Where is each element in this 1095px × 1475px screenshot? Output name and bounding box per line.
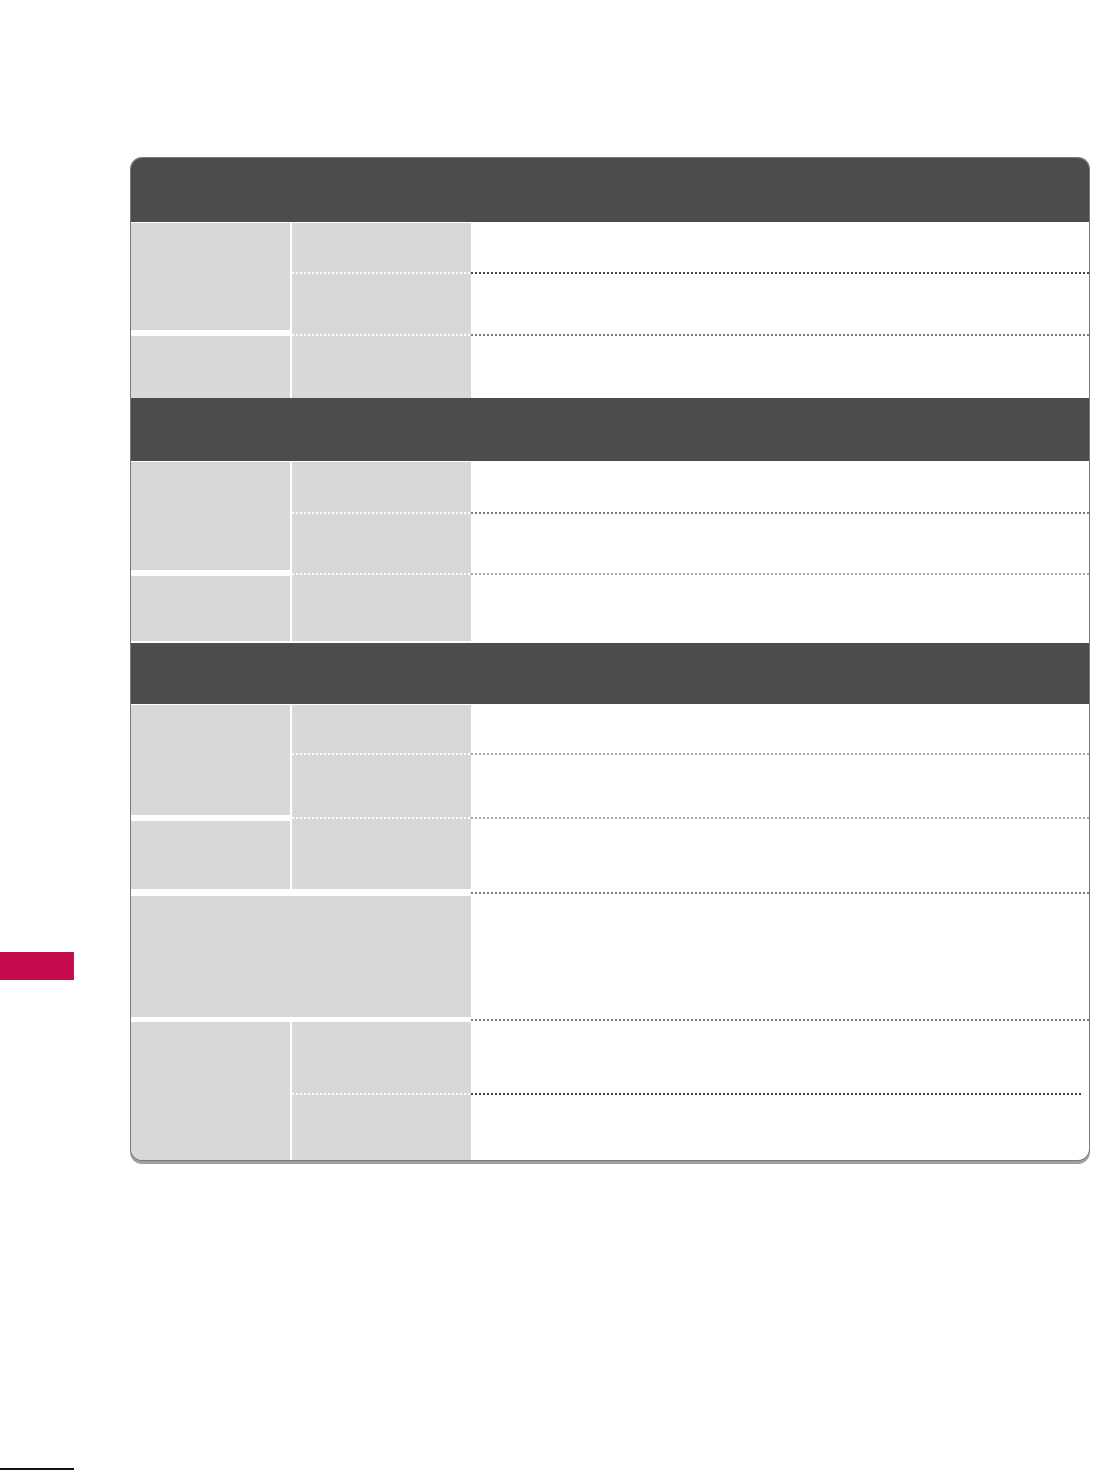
dotted-separator (471, 1019, 1089, 1021)
section-3-row-label-cell-2 (131, 821, 290, 889)
spec-table-card (130, 157, 1090, 1161)
section-2-row-label-cell-1 (131, 462, 290, 570)
dotted-separator (471, 272, 1089, 274)
section-3-sub-label-cell-2 (292, 1022, 471, 1160)
section-1-row-label-cell-2 (131, 336, 290, 398)
dotted-separator (471, 753, 1089, 755)
dotted-separator (471, 334, 1089, 336)
dotted-separator (292, 512, 471, 514)
dotted-separator (292, 753, 471, 755)
section-3-row-label-cell-1 (131, 705, 290, 815)
dotted-separator (292, 573, 471, 575)
section-3-sub-label-cell-1 (292, 705, 471, 889)
table-section-header-1 (131, 158, 1089, 222)
table-section-header-3 (131, 643, 1089, 704)
section-3-row-label-cell-3 (131, 1022, 290, 1160)
dotted-separator (471, 573, 1089, 575)
section-1-row-label-cell-1 (131, 223, 290, 330)
section-2-row-label-cell-2 (131, 576, 290, 641)
dotted-separator (292, 334, 471, 336)
dotted-separator (471, 817, 1089, 819)
dotted-separator (471, 892, 1089, 894)
dotted-separator (471, 1093, 1081, 1095)
dotted-separator (292, 817, 471, 819)
dotted-separator (471, 512, 1089, 514)
table-section-header-2 (131, 398, 1089, 461)
section-3-merged-label-cell (131, 896, 471, 1017)
dotted-separator (292, 1093, 471, 1095)
section-1-sub-label-cell (292, 223, 471, 398)
chapter-tab (0, 952, 74, 980)
footer-rule (0, 1468, 74, 1470)
section-2-sub-label-cell (292, 462, 471, 641)
dotted-separator (292, 272, 471, 274)
